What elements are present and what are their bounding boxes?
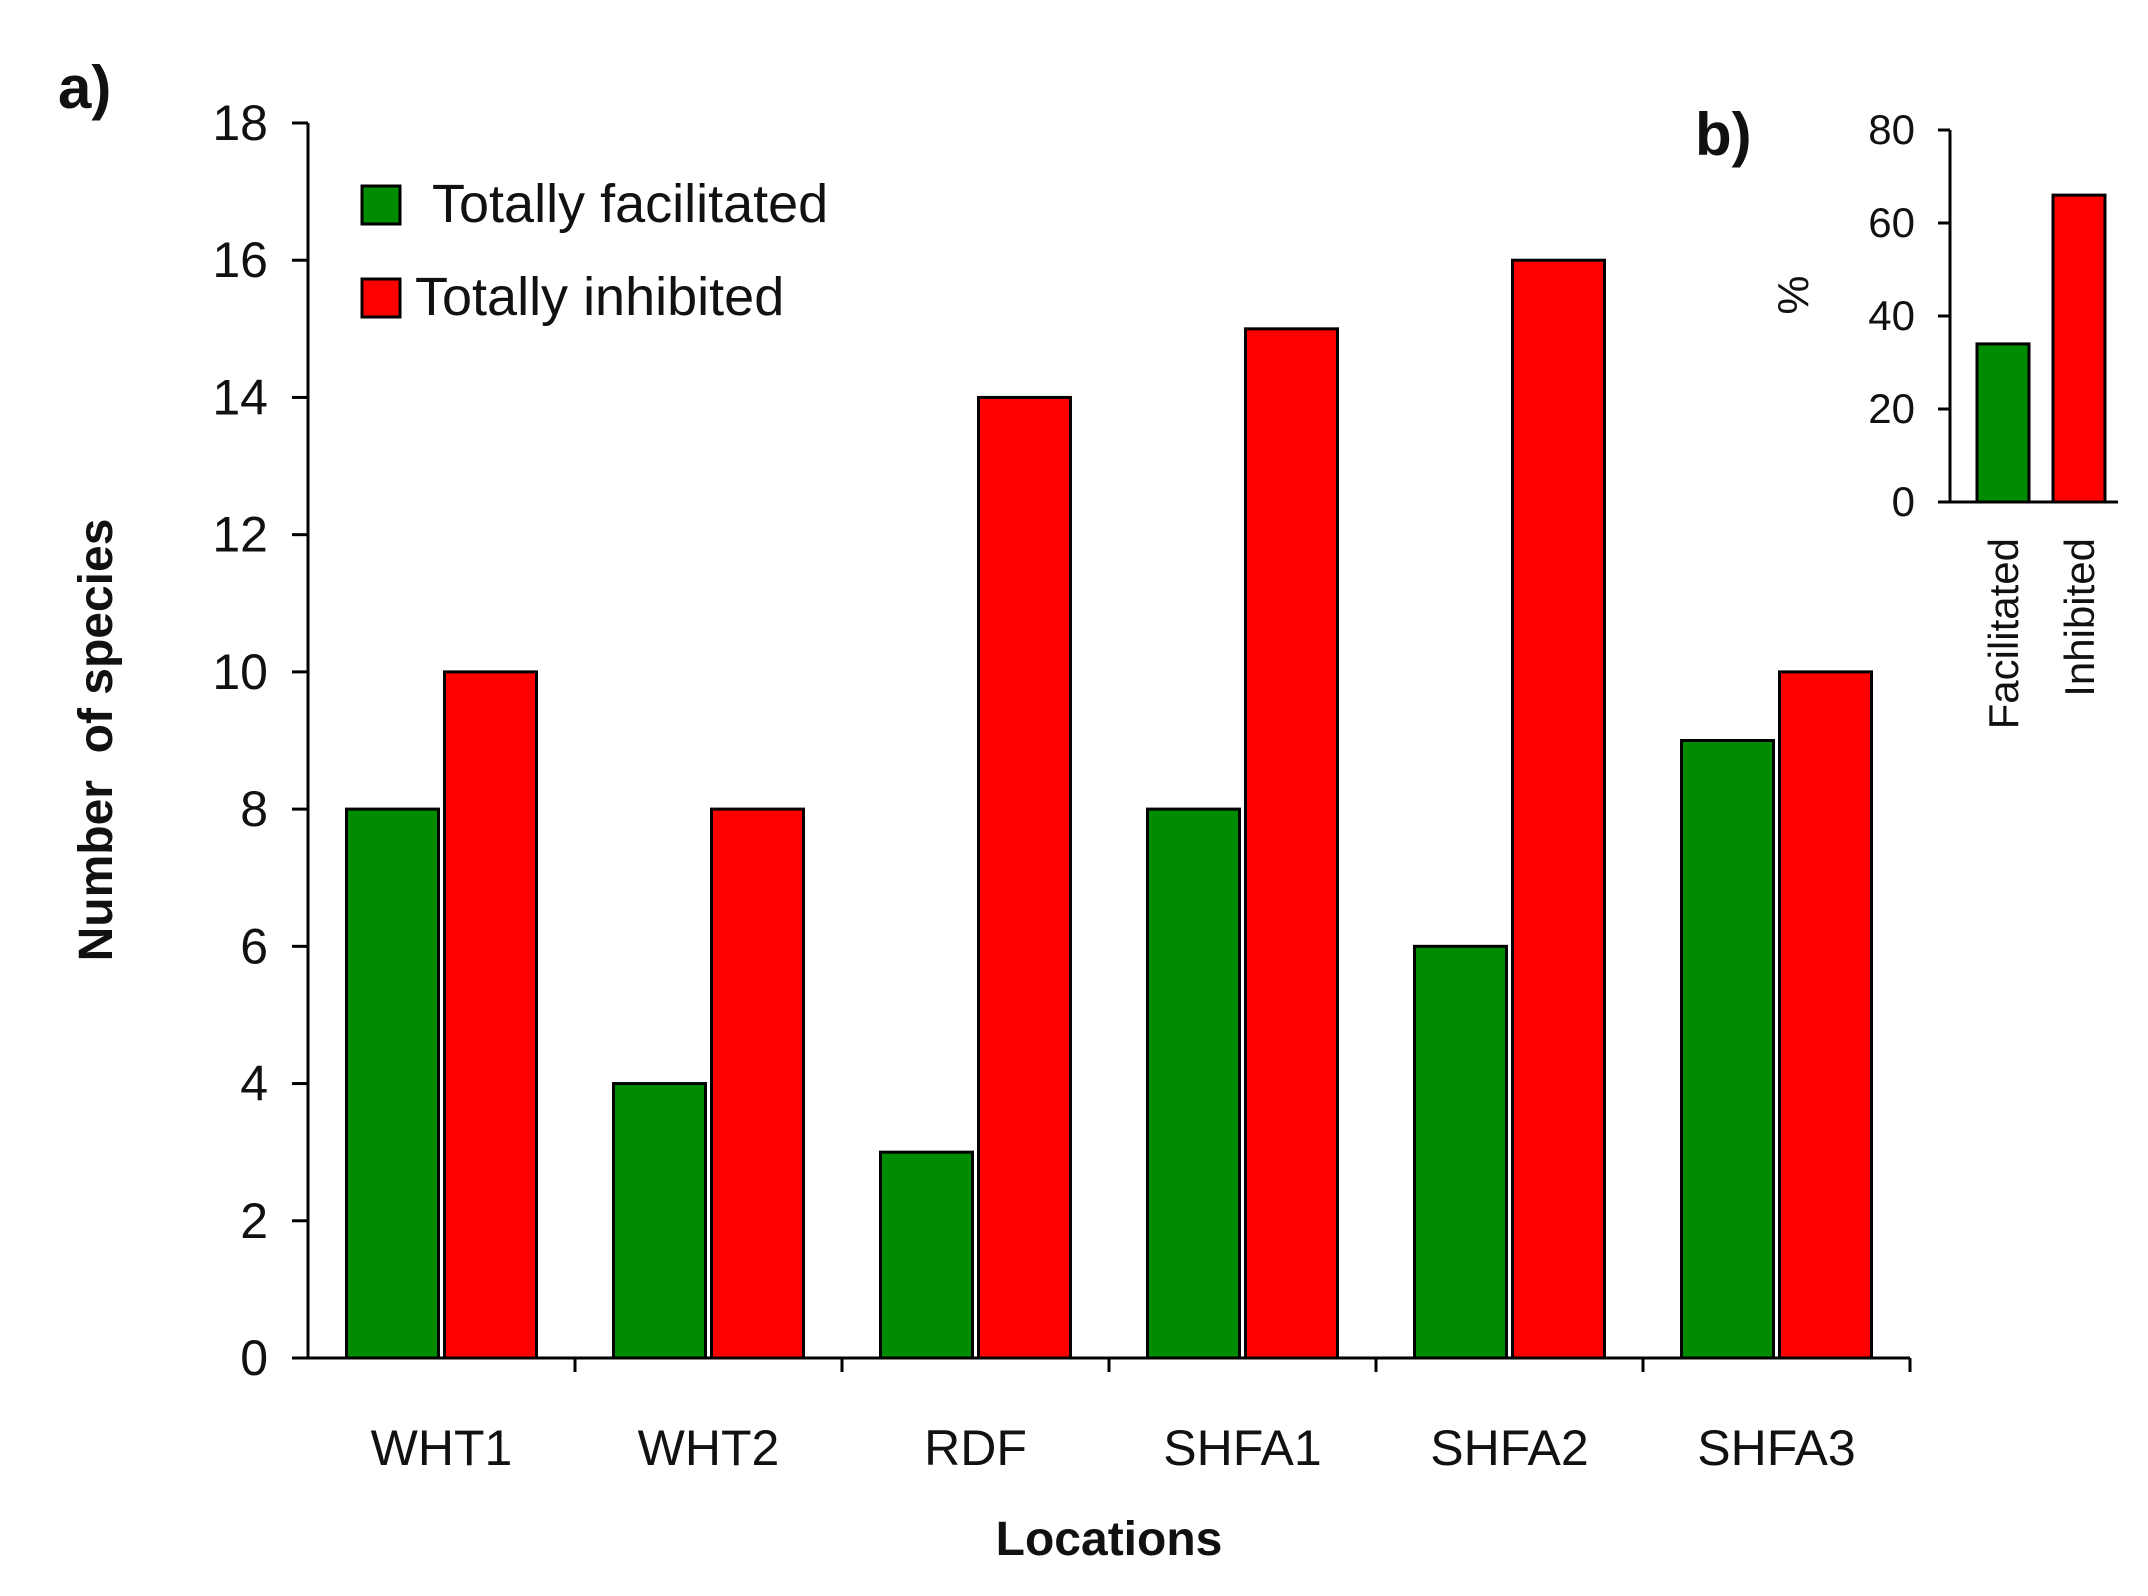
bar-shfa2-totally-facilitated bbox=[1413, 944, 1508, 1360]
bar-wht1-totally-inhibited bbox=[443, 670, 538, 1360]
x-tick-label-wht2: WHT2 bbox=[638, 1420, 780, 1476]
panel-b-bars bbox=[1975, 193, 2107, 504]
inset-y-tick-label-20: 20 bbox=[1868, 385, 1915, 432]
y-tick-label-10: 10 bbox=[212, 644, 268, 700]
y-tick-label-14: 14 bbox=[212, 369, 268, 425]
panel-a-y-axis-ticks: 0 2 4 6 8 10 12 14 16 18 bbox=[212, 95, 308, 1386]
bar-wht1-totally-facilitated bbox=[345, 807, 440, 1360]
panel-b-bar-chart: b) 0 20 40 60 80 Facilitated Inhibited % bbox=[1695, 101, 2118, 729]
bar-shfa3-totally-facilitated bbox=[1680, 739, 1775, 1360]
x-tick-label-shfa1: SHFA1 bbox=[1163, 1420, 1321, 1476]
bar-shfa1-totally-inhibited bbox=[1244, 327, 1339, 1360]
y-tick-label-2: 2 bbox=[240, 1193, 268, 1249]
panel-a-bars bbox=[345, 258, 1873, 1360]
panel-a-x-axis-ticks: WHT1 WHT2 RDF SHFA1 SHFA2 SHFA3 bbox=[371, 1358, 1912, 1476]
bar-rdf-totally-facilitated bbox=[879, 1150, 974, 1360]
bar-shfa2-totally-inhibited bbox=[1511, 258, 1606, 1360]
legend: Totally facilitated Totally inhibited bbox=[360, 174, 828, 327]
bar-shfa3-totally-inhibited bbox=[1778, 670, 1873, 1360]
y-tick-label-8: 8 bbox=[240, 781, 268, 837]
inset-bar-inhibited bbox=[2051, 193, 2107, 504]
y-tick-label-0: 0 bbox=[240, 1330, 268, 1386]
legend-swatch-facilitated bbox=[360, 184, 402, 226]
legend-label-facilitated: Totally facilitated bbox=[432, 174, 828, 234]
y-tick-label-6: 6 bbox=[240, 918, 268, 974]
panel-a-bar-chart: a) 0 2 4 6 8 10 12 14 16 18 WHT1 WHT2 RDF SHFA1 SHFA2… bbox=[58, 54, 1912, 1566]
x-tick-label-rdf: RDF bbox=[924, 1420, 1027, 1476]
legend-swatch-inhibited bbox=[360, 277, 402, 319]
inset-bar-facilitated bbox=[1975, 342, 2031, 504]
y-tick-label-12: 12 bbox=[212, 507, 268, 563]
panel-a-y-axis-title: Number of species bbox=[70, 519, 123, 962]
panel-b-y-axis-title: % bbox=[1769, 275, 1818, 314]
panel-a-tag: a) bbox=[58, 54, 111, 121]
panel-b-x-axis-ticks: Facilitated Inhibited bbox=[1980, 538, 2103, 729]
x-tick-label-shfa2: SHFA2 bbox=[1430, 1420, 1588, 1476]
panel-b-y-axis-ticks: 0 20 40 60 80 bbox=[1868, 106, 1950, 525]
bar-shfa1-totally-facilitated bbox=[1146, 807, 1241, 1360]
x-tick-label-wht1: WHT1 bbox=[371, 1420, 513, 1476]
bar-wht2-totally-inhibited bbox=[710, 807, 805, 1360]
y-tick-label-18: 18 bbox=[212, 95, 268, 151]
inset-x-tick-label-inhibited: Inhibited bbox=[2056, 538, 2103, 697]
inset-y-tick-label-40: 40 bbox=[1868, 292, 1915, 339]
bar-rdf-totally-inhibited bbox=[977, 395, 1072, 1360]
panel-a-x-axis-title: Locations bbox=[996, 1513, 1223, 1566]
bar-wht2-totally-facilitated bbox=[612, 1082, 707, 1360]
panel-b-tag: b) bbox=[1695, 101, 1752, 168]
inset-y-tick-label-80: 80 bbox=[1868, 106, 1915, 153]
inset-x-tick-label-facilitated: Facilitated bbox=[1980, 538, 2027, 729]
legend-label-inhibited: Totally inhibited bbox=[415, 267, 784, 327]
inset-y-tick-label-0: 0 bbox=[1892, 478, 1915, 525]
x-tick-label-shfa3: SHFA3 bbox=[1697, 1420, 1855, 1476]
inset-y-tick-label-60: 60 bbox=[1868, 199, 1915, 246]
y-tick-label-4: 4 bbox=[240, 1056, 268, 1112]
y-tick-label-16: 16 bbox=[212, 232, 268, 288]
